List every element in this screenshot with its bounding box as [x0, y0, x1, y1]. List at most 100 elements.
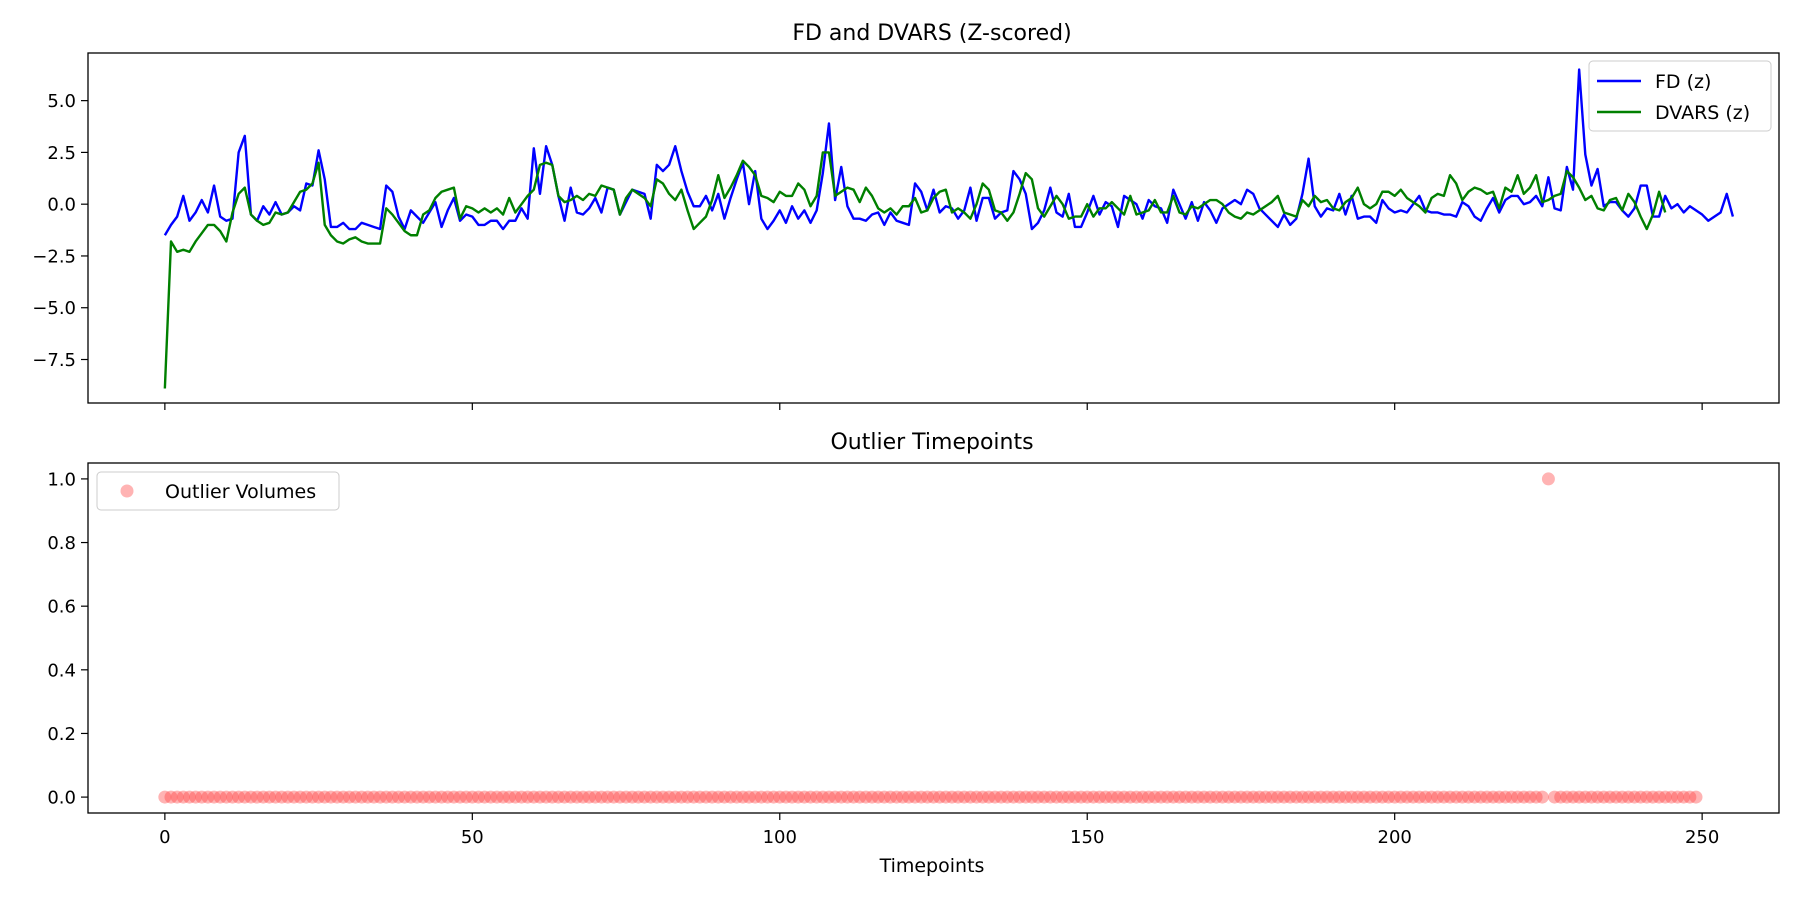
- outlier-point: [527, 790, 541, 804]
- outlier-point: [1431, 790, 1445, 804]
- outlier-point: [1197, 790, 1211, 804]
- outlier-point: [650, 790, 664, 804]
- outlier-point: [1099, 790, 1113, 804]
- outlier-point: [730, 790, 744, 804]
- outlier-point: [927, 790, 940, 804]
- outlier-point: [324, 790, 338, 804]
- outlier-point: [576, 790, 590, 804]
- outlier-point: [631, 790, 645, 804]
- outlier-point: [521, 790, 535, 804]
- outlier-point: [754, 790, 768, 804]
- fd-dvars-y-tick-label: −7.5: [32, 350, 76, 371]
- outlier-point: [355, 790, 369, 804]
- outlier-point: [1172, 790, 1186, 804]
- outlier-point: [1615, 790, 1629, 804]
- outlier-point: [1671, 790, 1685, 804]
- legend-fd-label: FD (z): [1655, 71, 1711, 93]
- outlier-point: [637, 790, 651, 804]
- outlier-point: [287, 790, 301, 804]
- outlier-point: [834, 790, 848, 804]
- fd-dvars-plot-frame: [87, 52, 1780, 404]
- outlier-point: [1203, 790, 1217, 804]
- outlier-point: [1148, 790, 1162, 804]
- outlier-point: [1019, 790, 1033, 804]
- outlier-point: [1185, 790, 1199, 804]
- outlier-point: [601, 790, 615, 804]
- outlier-point: [558, 790, 572, 804]
- outlier-point: [1480, 790, 1494, 804]
- outlier-point: [1388, 790, 1402, 804]
- outlier-point: [1646, 790, 1660, 804]
- outlier-point: [1603, 790, 1617, 804]
- outlier-point: [471, 790, 485, 804]
- outlier-point: [465, 790, 479, 804]
- outlier-point: [1240, 790, 1254, 804]
- outlier-point: [785, 790, 799, 804]
- outlier-point: [1369, 790, 1383, 804]
- outlier-point: [459, 790, 473, 804]
- fd-dvars-y-tick-label: 2.5: [47, 143, 76, 164]
- outlier-point: [699, 790, 713, 804]
- outlier-point: [693, 790, 707, 804]
- outlier-point: [914, 790, 928, 804]
- outlier-points: [158, 472, 1703, 804]
- outlier-point: [607, 790, 621, 804]
- outlier-point: [373, 790, 387, 804]
- outlier-point: [1591, 790, 1605, 804]
- outlier-point: [348, 790, 362, 804]
- outlier-point: [1105, 790, 1119, 804]
- outlier-point: [994, 790, 1008, 804]
- outlier-point: [189, 790, 203, 804]
- outlier-point: [232, 790, 246, 804]
- outlier-point: [662, 790, 676, 804]
- outlier-x-tick-label: 150: [1070, 827, 1104, 848]
- outlier-x-tick-label: 200: [1378, 827, 1412, 848]
- outlier-point: [564, 790, 578, 804]
- outlier-point: [201, 790, 215, 804]
- outlier-point: [1093, 790, 1107, 804]
- outlier-point: [1418, 790, 1432, 804]
- outlier-point: [742, 790, 756, 804]
- fd-dvars-panel: FD and DVARS (Z-scored) 5.0 2.5 0.0 −2.5 −5.…: [32, 21, 1780, 410]
- outlier-point: [1320, 790, 1334, 804]
- fd-dvars-legend-box: [1588, 60, 1772, 132]
- outlier-point: [545, 790, 559, 804]
- outlier-point: [982, 790, 996, 804]
- outlier-point: [385, 790, 399, 804]
- outlier-point: [1326, 790, 1340, 804]
- outlier-point: [644, 790, 658, 804]
- fd-series-line: [163, 68, 1735, 236]
- outlier-point: [1664, 790, 1678, 804]
- outlier-point: [1560, 790, 1574, 804]
- outlier-point: [779, 790, 793, 804]
- outlier-plot-frame: [87, 462, 1780, 814]
- outlier-point: [908, 790, 922, 804]
- outlier-point: [1209, 790, 1223, 804]
- outlier-point: [219, 790, 233, 804]
- fd-dvars-y-tick-label: −2.5: [32, 246, 76, 267]
- outlier-point: [1486, 790, 1500, 804]
- outlier-point: [933, 790, 947, 804]
- outlier-point: [1160, 790, 1174, 804]
- outlier-point: [736, 790, 750, 804]
- outlier-point: [1086, 790, 1100, 804]
- outlier-point: [539, 790, 553, 804]
- outlier-point: [1492, 790, 1506, 804]
- outlier-point: [1302, 790, 1316, 804]
- outlier-point: [435, 790, 449, 804]
- outlier-point: [588, 790, 602, 804]
- outlier-point: [1314, 790, 1328, 804]
- fd-dvars-title: FD and DVARS (Z-scored): [792, 21, 1071, 46]
- outlier-point: [717, 790, 731, 804]
- outlier-point: [1136, 790, 1150, 804]
- outlier-point: [1111, 790, 1125, 804]
- outlier-point: [1080, 790, 1094, 804]
- fd-dvars-y-tick-label: 0.0: [47, 195, 76, 216]
- fd-dvars-y-tick-label: 5.0: [47, 91, 76, 112]
- outlier-y-tick-label: 0.2: [47, 724, 76, 745]
- outlier-point: [681, 790, 695, 804]
- outlier-point: [1468, 790, 1482, 804]
- outlier-point: [207, 790, 221, 804]
- outlier-point: [1640, 790, 1654, 804]
- outlier-point: [182, 790, 196, 804]
